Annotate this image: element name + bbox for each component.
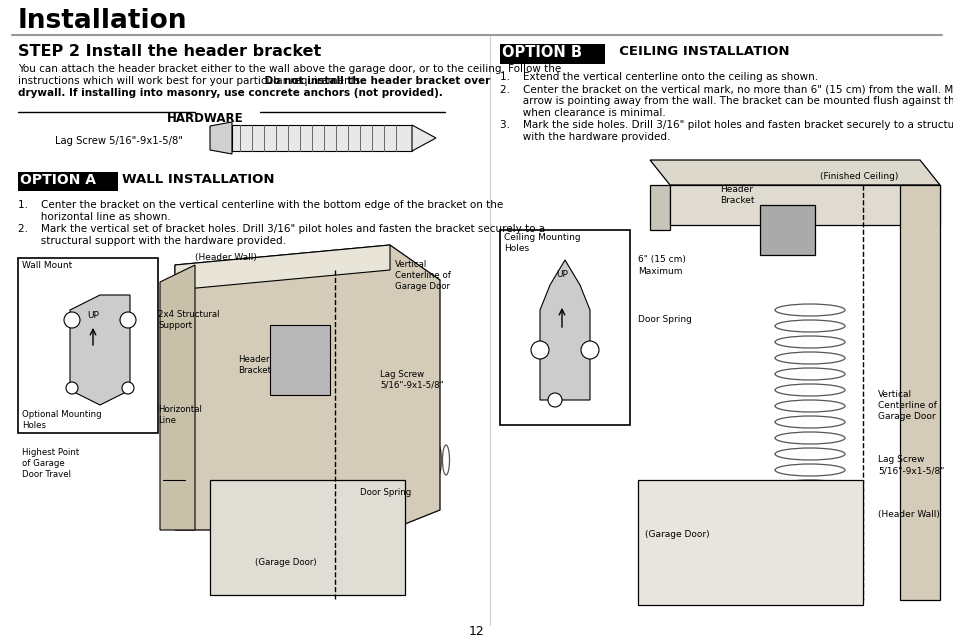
Text: Maximum: Maximum xyxy=(638,267,681,276)
Text: Bracket: Bracket xyxy=(720,196,754,205)
Text: Header: Header xyxy=(237,355,269,364)
Text: 5/16"-9x1-5/8": 5/16"-9x1-5/8" xyxy=(877,466,943,475)
Polygon shape xyxy=(70,295,130,405)
Text: (Finished Ceiling): (Finished Ceiling) xyxy=(820,172,898,181)
Text: CEILING INSTALLATION: CEILING INSTALLATION xyxy=(609,45,789,58)
Text: Lag Screw: Lag Screw xyxy=(877,455,923,464)
Bar xyxy=(638,480,862,605)
Text: when clearance is minimal.: when clearance is minimal. xyxy=(499,108,665,118)
Text: OPTION B: OPTION B xyxy=(501,45,581,60)
Text: Holes: Holes xyxy=(503,244,529,253)
Text: Door Spring: Door Spring xyxy=(638,315,691,324)
Text: horizontal line as shown.: horizontal line as shown. xyxy=(18,212,171,222)
Text: Garage Door: Garage Door xyxy=(395,282,450,291)
Polygon shape xyxy=(412,125,436,151)
Text: Lag Screw: Lag Screw xyxy=(379,370,424,379)
Text: (Header Wall): (Header Wall) xyxy=(877,510,939,519)
Text: UP: UP xyxy=(556,270,567,279)
Text: Holes: Holes xyxy=(22,421,46,430)
Text: Highest Point: Highest Point xyxy=(22,448,79,457)
Text: HARDWARE: HARDWARE xyxy=(167,111,243,125)
Text: (Garage Door): (Garage Door) xyxy=(644,530,709,539)
Text: Horizontal: Horizontal xyxy=(158,405,202,414)
Text: (Garage Door): (Garage Door) xyxy=(254,558,316,567)
Text: 1.    Extend the vertical centerline onto the ceiling as shown.: 1. Extend the vertical centerline onto t… xyxy=(499,72,818,82)
Text: 12: 12 xyxy=(469,625,484,636)
Polygon shape xyxy=(899,185,939,600)
Polygon shape xyxy=(669,185,939,225)
Polygon shape xyxy=(160,265,194,530)
Text: Vertical: Vertical xyxy=(877,390,911,399)
Text: OPTION A: OPTION A xyxy=(20,173,96,187)
Bar xyxy=(18,258,158,433)
Bar xyxy=(232,125,412,151)
Text: 2x4 Structural: 2x4 Structural xyxy=(158,310,219,319)
Text: 6" (15 cm): 6" (15 cm) xyxy=(638,255,685,264)
Polygon shape xyxy=(649,185,669,230)
Bar xyxy=(760,205,814,255)
Text: with the hardware provided.: with the hardware provided. xyxy=(499,132,670,142)
Text: instructions which will work best for your particular requirements.: instructions which will work best for yo… xyxy=(18,76,367,86)
Text: Bracket: Bracket xyxy=(237,366,271,375)
Circle shape xyxy=(120,312,136,328)
Circle shape xyxy=(66,382,78,394)
Text: Wall Mount: Wall Mount xyxy=(22,261,72,270)
Text: Lag Screw 5/16"-9x1-5/8": Lag Screw 5/16"-9x1-5/8" xyxy=(55,136,183,146)
Text: drywall. If installing into masonry, use concrete anchors (not provided).: drywall. If installing into masonry, use… xyxy=(18,88,442,98)
Bar xyxy=(499,44,604,64)
Polygon shape xyxy=(649,160,939,185)
Text: (Header Wall): (Header Wall) xyxy=(194,253,256,262)
Text: UP: UP xyxy=(87,311,99,320)
Text: 3.    Mark the side holes. Drill 3/16" pilot holes and fasten bracket securely t: 3. Mark the side holes. Drill 3/16" pilo… xyxy=(499,120,953,130)
Circle shape xyxy=(531,341,548,359)
Text: Centerline of: Centerline of xyxy=(877,401,936,410)
Bar xyxy=(499,230,629,425)
Circle shape xyxy=(122,382,133,394)
Text: Door Spring: Door Spring xyxy=(359,488,411,497)
Text: 2.    Center the bracket on the vertical mark, no more than 6" (15 cm) from the : 2. Center the bracket on the vertical ma… xyxy=(499,84,953,94)
Text: Line: Line xyxy=(158,416,175,425)
Polygon shape xyxy=(174,245,390,290)
Text: Ceiling Mounting: Ceiling Mounting xyxy=(503,233,580,242)
Text: Installation: Installation xyxy=(18,8,188,34)
Text: 2.    Mark the vertical set of bracket holes. Drill 3/16" pilot holes and fasten: 2. Mark the vertical set of bracket hole… xyxy=(18,224,544,234)
Text: Vertical: Vertical xyxy=(395,260,427,269)
Bar xyxy=(270,325,330,395)
Text: 5/16"-9x1-5/8": 5/16"-9x1-5/8" xyxy=(379,381,443,390)
Text: Door Travel: Door Travel xyxy=(22,470,71,479)
Text: Optional Mounting: Optional Mounting xyxy=(22,410,102,419)
Text: of Garage: of Garage xyxy=(22,459,65,468)
Text: Garage Door: Garage Door xyxy=(877,412,935,421)
Text: Header: Header xyxy=(720,185,752,194)
Text: STEP 2 Install the header bracket: STEP 2 Install the header bracket xyxy=(18,44,321,59)
Text: arrow is pointing away from the wall. The bracket can be mounted flush against t: arrow is pointing away from the wall. Th… xyxy=(499,96,953,106)
Text: You can attach the header bracket either to the wall above the garage door, or t: You can attach the header bracket either… xyxy=(18,64,560,74)
Circle shape xyxy=(580,341,598,359)
Bar xyxy=(210,480,405,595)
Polygon shape xyxy=(174,245,439,530)
Text: Support: Support xyxy=(158,321,192,330)
Circle shape xyxy=(547,393,561,407)
Polygon shape xyxy=(210,122,232,154)
Text: Do not install the header bracket over: Do not install the header bracket over xyxy=(18,76,490,86)
Text: WALL INSTALLATION: WALL INSTALLATION xyxy=(122,173,274,186)
Circle shape xyxy=(64,312,80,328)
Bar xyxy=(18,172,118,191)
Text: Centerline of: Centerline of xyxy=(395,271,451,280)
Text: 1.    Center the bracket on the vertical centerline with the bottom edge of the : 1. Center the bracket on the vertical ce… xyxy=(18,200,503,210)
Polygon shape xyxy=(539,260,589,400)
Text: structural support with the hardware provided.: structural support with the hardware pro… xyxy=(18,236,286,246)
